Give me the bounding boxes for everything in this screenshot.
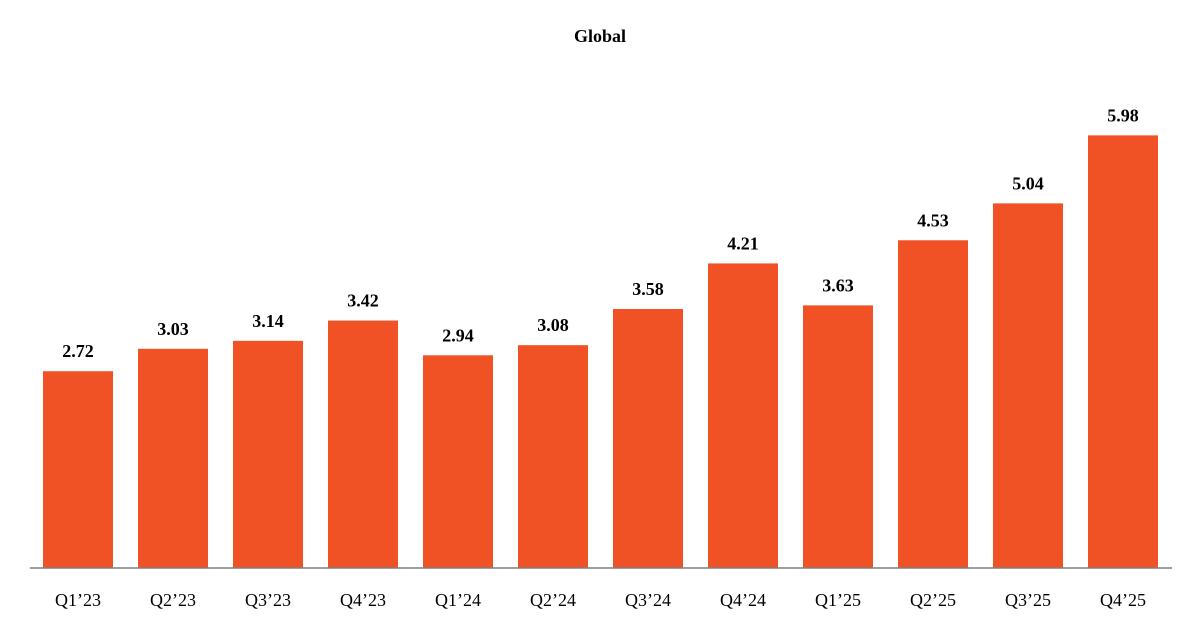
bar-6 <box>613 309 683 568</box>
bar-10 <box>993 203 1063 568</box>
x-tick-label-9: Q2’25 <box>910 590 956 610</box>
x-tick-label-1: Q2’23 <box>150 590 196 610</box>
bars-layer <box>43 135 1158 569</box>
value-label-1: 3.03 <box>157 319 189 339</box>
x-tick-label-11: Q4’25 <box>1100 590 1146 610</box>
bar-9 <box>898 240 968 569</box>
value-label-7: 4.21 <box>727 233 759 253</box>
x-tick-label-7: Q4’24 <box>720 590 766 610</box>
bar-4 <box>423 355 493 568</box>
bar-1 <box>138 348 208 568</box>
bar-11 <box>1088 135 1158 568</box>
value-label-8: 3.63 <box>822 275 854 295</box>
value-label-5: 3.08 <box>537 315 569 335</box>
value-label-0: 2.72 <box>62 341 94 361</box>
value-label-11: 5.98 <box>1107 105 1139 125</box>
bar-7 <box>708 263 778 568</box>
x-tick-label-5: Q2’24 <box>530 590 576 610</box>
value-label-4: 2.94 <box>442 325 474 345</box>
bar-3 <box>328 320 398 568</box>
value-label-3: 3.42 <box>347 291 379 311</box>
bar-2 <box>233 340 303 568</box>
x-tick-label-2: Q3’23 <box>245 590 291 610</box>
value-label-6: 3.58 <box>632 279 664 299</box>
value-labels-layer: 2.72 3.03 3.14 3.42 2.94 3.08 3.58 4.21 3.63 4.53… <box>62 105 1139 361</box>
x-tick-label-10: Q3’25 <box>1005 590 1051 610</box>
chart-title: Global <box>573 26 626 46</box>
value-label-2: 3.14 <box>252 311 284 331</box>
tick-labels-layer: Q1’23 Q2’23 Q3’23 Q4’23 Q1’24 Q2’24 Q3’24 Q4’24… <box>55 590 1146 610</box>
value-label-10: 5.04 <box>1012 173 1044 193</box>
x-tick-label-4: Q1’24 <box>435 590 481 610</box>
bar-8 <box>803 305 873 568</box>
x-tick-label-3: Q4’23 <box>340 590 386 610</box>
x-tick-label-8: Q1’25 <box>815 590 861 610</box>
value-label-9: 4.53 <box>917 210 949 230</box>
x-tick-label-6: Q3’24 <box>625 590 671 610</box>
x-tick-label-0: Q1’23 <box>55 590 101 610</box>
bar-5 <box>518 345 588 568</box>
bar-0 <box>43 371 113 568</box>
